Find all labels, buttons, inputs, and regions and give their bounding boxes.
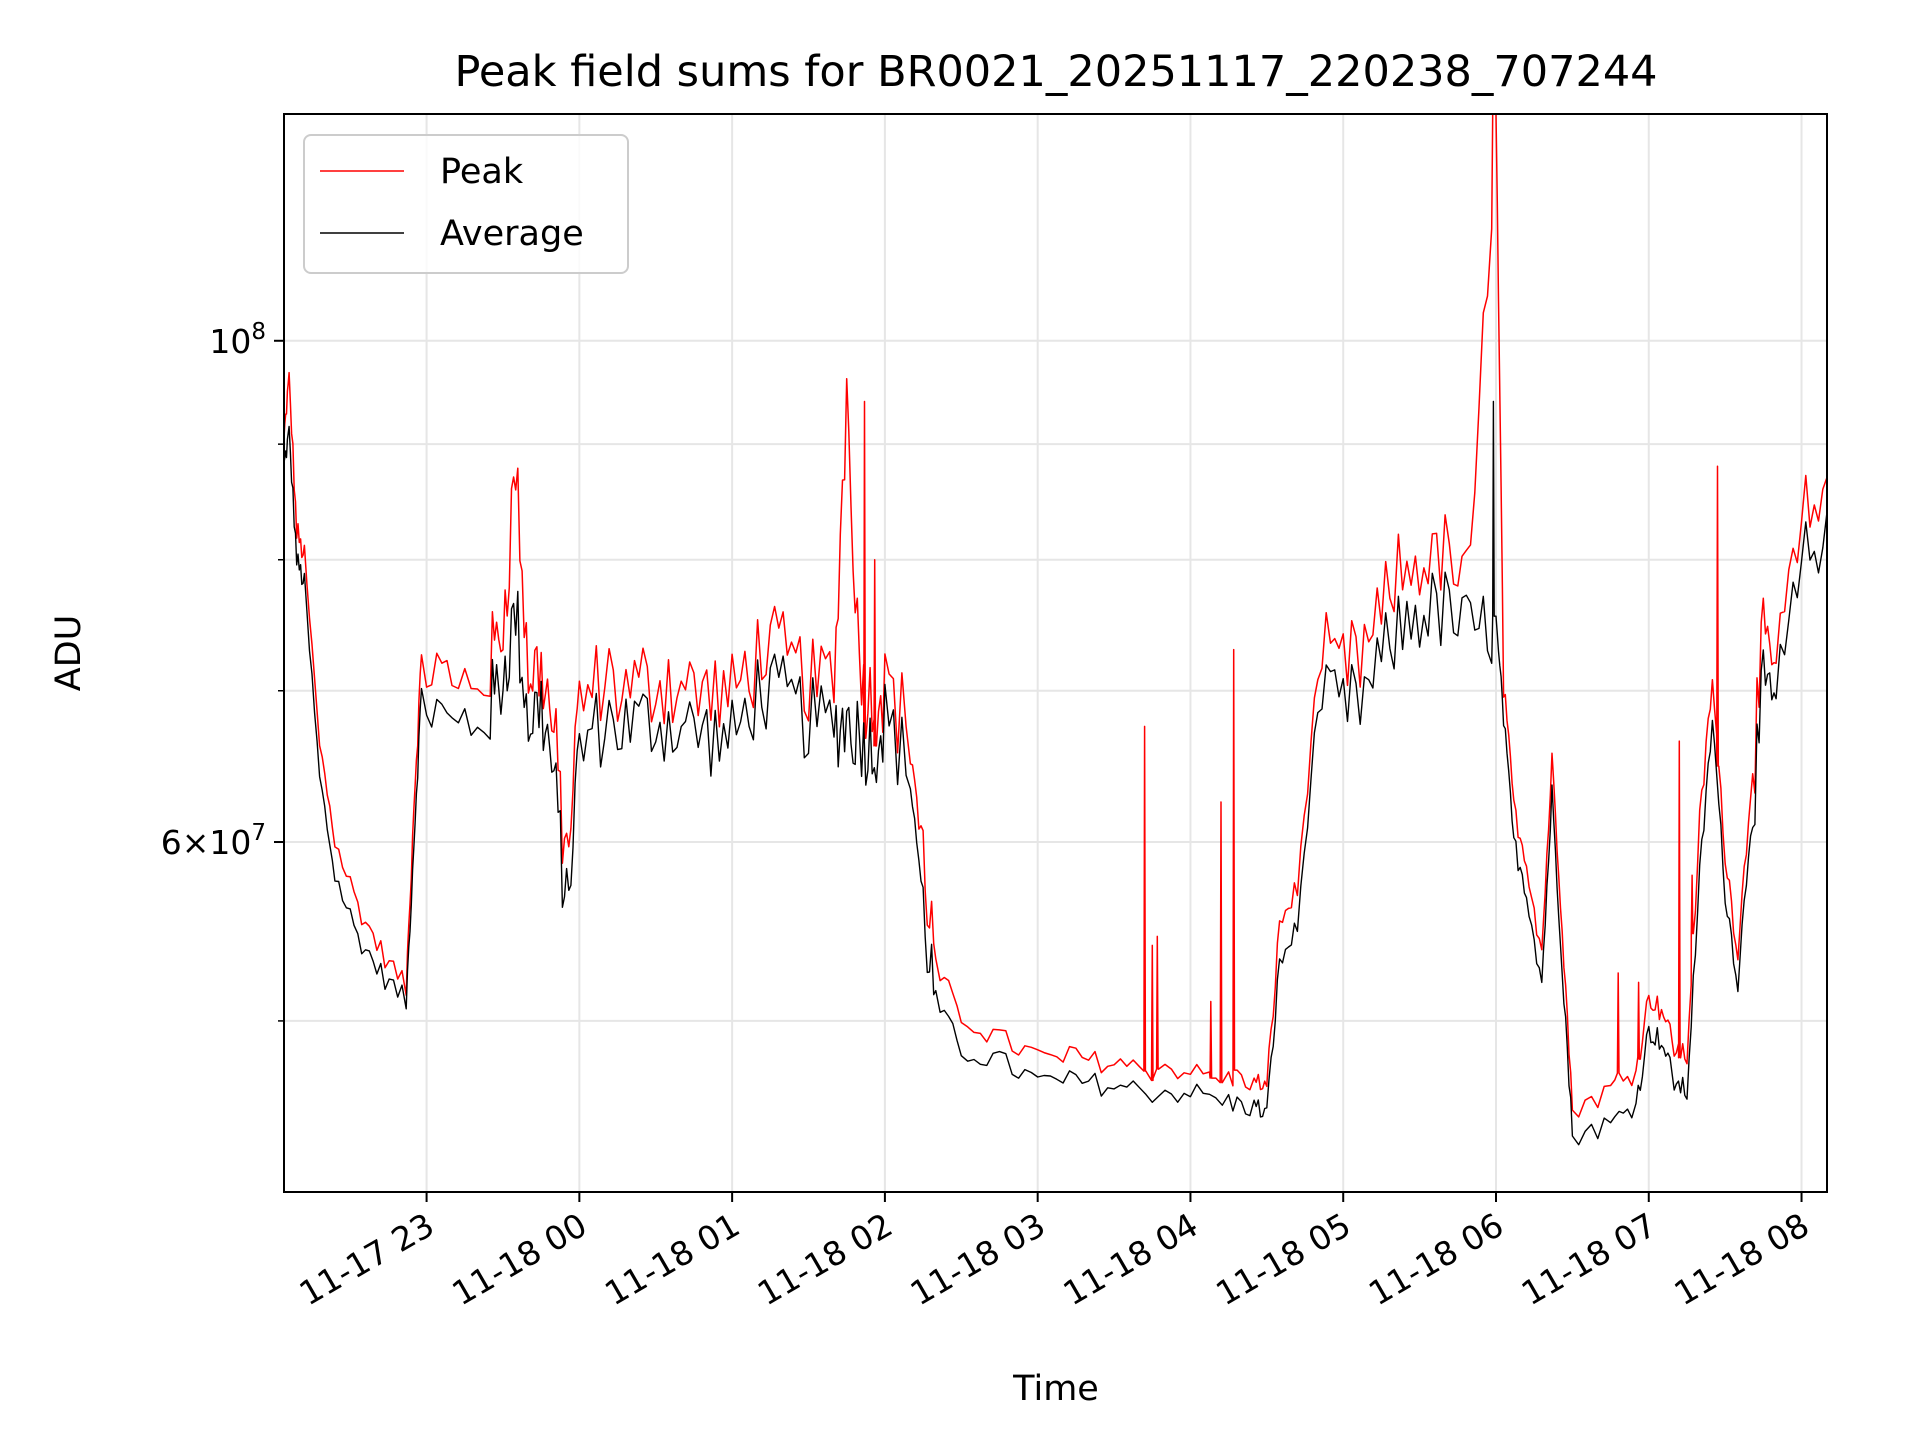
series-line-peak xyxy=(283,113,1828,1118)
legend-average-label: Average xyxy=(440,214,584,254)
x-tick-label: 11-18 06 xyxy=(1362,1205,1510,1313)
x-tick-label: 11-17 23 xyxy=(293,1205,441,1313)
series-line-average xyxy=(283,400,1828,1146)
x-tick-label: 11-18 05 xyxy=(1209,1205,1357,1313)
x-tick-label: 11-18 02 xyxy=(751,1205,899,1313)
y-tick-label: 6×107 xyxy=(161,820,266,862)
legend-peak-label: Peak xyxy=(440,152,524,192)
plot-frame xyxy=(283,113,1828,1193)
y-tick-label: 108 xyxy=(209,319,266,361)
chart-title: Peak field sums for BR0021_20251117_2202… xyxy=(454,47,1657,97)
x-tick-label: 11-18 08 xyxy=(1668,1205,1816,1313)
axes: 11-17 23 11-18 00 11-18 01 11-18 02 11-18 03… xyxy=(161,319,1816,1313)
x-tick-label: 11-18 07 xyxy=(1515,1205,1663,1313)
grid xyxy=(284,114,1827,1192)
x-tick-label: 11-18 00 xyxy=(445,1205,593,1313)
y-axis-label: ADU xyxy=(49,615,89,692)
x-axis-label: Time xyxy=(1012,1369,1099,1409)
series-lines xyxy=(283,113,1828,1146)
x-tick-label: 11-18 04 xyxy=(1056,1205,1204,1313)
x-tick-label: 11-18 01 xyxy=(598,1205,746,1313)
x-tick-label: 11-18 03 xyxy=(904,1205,1052,1313)
legend-box xyxy=(303,134,629,274)
legend: Peak Average xyxy=(303,134,629,274)
